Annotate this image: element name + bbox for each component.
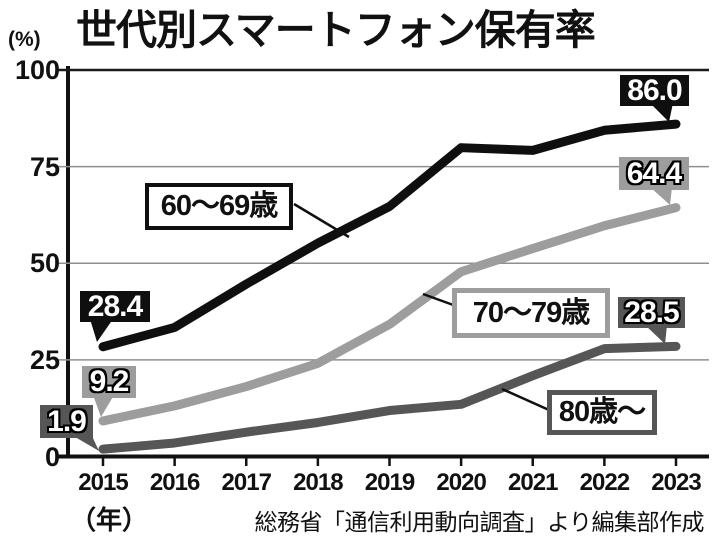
y-axis-unit-label: (%) bbox=[8, 28, 41, 51]
x-axis-tick-label: 2021 bbox=[508, 469, 558, 496]
callout-pointer-start-80plus bbox=[70, 434, 99, 451]
callout-pointer-end-80plus bbox=[645, 325, 667, 344]
start-value-label-70-79: 9.2 bbox=[82, 366, 136, 398]
x-axis-unit-label: （年） bbox=[70, 505, 149, 535]
line-60-69 bbox=[98, 119, 681, 352]
y-axis-tick-label: 50 bbox=[29, 248, 60, 279]
y-axis-tick-label: 100 bbox=[14, 55, 60, 85]
y-axis-tick-label: 75 bbox=[29, 151, 60, 182]
end-value-label-60-69: 86.0 bbox=[620, 75, 689, 106]
leader-line-70-79 bbox=[422, 292, 457, 308]
callout-pointer-start-60-69 bbox=[90, 319, 113, 342]
series-label-box-80plus: 80歳〜 bbox=[547, 390, 657, 435]
line-80plus bbox=[98, 341, 681, 454]
end-value-label-80plus: 28.5 bbox=[618, 297, 685, 328]
series-label-box-70-79: 70〜79歳 bbox=[452, 288, 610, 338]
callout-pointer-start-70-79 bbox=[93, 395, 114, 417]
x-axis-tick-label: 2018 bbox=[293, 469, 343, 496]
grid-layer bbox=[58, 66, 709, 466]
callout-pointer-end-70-79 bbox=[650, 187, 672, 205]
x-axis-tick-label: 2015 bbox=[78, 469, 128, 496]
x-axis-tick-label: 2017 bbox=[221, 469, 272, 496]
series-label-box-60-69: 60〜69歳 bbox=[145, 183, 293, 230]
x-axis-tick-label: 2023 bbox=[651, 469, 701, 496]
x-axis-tick-label: 2022 bbox=[579, 469, 630, 496]
leader-line-80plus bbox=[501, 387, 550, 412]
chart-title: 世代別スマートフォン保有率 bbox=[76, 7, 596, 53]
start-value-label-80plus: 1.9 bbox=[40, 405, 93, 438]
y-axis-tick-label: 25 bbox=[29, 344, 60, 375]
y-axis-tick-label: 0 bbox=[44, 441, 60, 472]
series-layer bbox=[98, 119, 681, 454]
callout-pointer-end-60-69 bbox=[650, 103, 673, 122]
source-credit: 総務省「通信利用動向調査」より編集部作成 bbox=[254, 509, 704, 535]
x-axis-tick-label: 2016 bbox=[149, 469, 200, 496]
annotation-layer bbox=[70, 103, 673, 451]
line-70-79 bbox=[98, 203, 681, 426]
x-axis-tick-label: 2019 bbox=[364, 469, 415, 496]
leader-line-60-69 bbox=[293, 202, 350, 239]
x-axis-tick-label: 2020 bbox=[436, 469, 486, 496]
start-value-label-60-69: 28.4 bbox=[80, 291, 150, 322]
end-value-label-70-79: 64.4 bbox=[619, 157, 689, 190]
